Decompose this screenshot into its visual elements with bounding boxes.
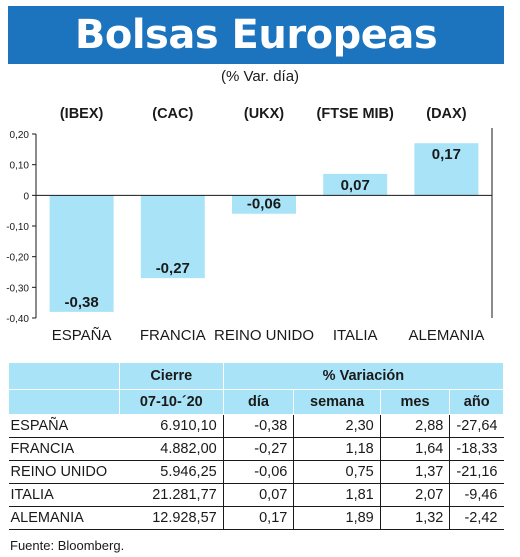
header-ano: año [449, 389, 504, 415]
title-banner: Bolsas Europeas [8, 6, 504, 64]
row-month: 1,37 [379, 460, 450, 484]
header-date: 07-10-´20 [118, 389, 224, 415]
index-table: Cierre % Variación 07-10-´20 día semana … [8, 362, 505, 530]
header-semana: semana [293, 389, 381, 415]
row-month: 2,88 [379, 414, 450, 438]
index-label: (DAX) [426, 106, 466, 122]
category-label: ESPAÑA [52, 327, 112, 344]
y-tick-label: 0 [23, 191, 29, 202]
bar-chart: 0,20 0,10 0 -0,10 -0,20 -0,30 -0,40 -0,38 (IBEX)… [6, 106, 493, 344]
bar [323, 173, 388, 196]
row-week: 1,89 [293, 506, 381, 530]
row-name: REINO UNIDO [8, 460, 120, 484]
row-month: 1,32 [379, 506, 450, 530]
y-tick-label: -0,40 [6, 314, 29, 325]
row-name: FRANCIA [8, 437, 120, 461]
row-week: 1,18 [293, 437, 381, 461]
row-year: -27,64 [449, 414, 504, 438]
row-close: 4.882,00 [119, 437, 224, 461]
header-cierre: Cierre [118, 362, 224, 390]
y-tick-label: -0,10 [6, 222, 29, 233]
header-blank-2 [8, 389, 120, 415]
bar-value-label: -0,06 [247, 196, 281, 213]
row-close: 5.946,25 [119, 460, 224, 484]
row-week: 0,75 [293, 460, 381, 484]
index-label: (CAC) [152, 106, 193, 122]
bar-value-label: -0,38 [64, 294, 98, 311]
row-year: -2,42 [449, 506, 504, 530]
row-day: 0,07 [222, 483, 294, 507]
header-dia: día [222, 389, 295, 415]
row-close: 6.910,10 [119, 414, 224, 438]
row-day: -0,06 [222, 460, 294, 484]
bar-value-label: 0,07 [341, 177, 370, 194]
y-tick-label: -0,20 [6, 253, 29, 264]
y-tick-label: 0,20 [10, 130, 30, 141]
bar-value-label: 0,17 [432, 146, 461, 163]
category-label: REINO UNIDO [214, 327, 314, 344]
row-week: 2,30 [293, 414, 381, 438]
row-day: -0,38 [222, 414, 294, 438]
row-week: 1,81 [293, 483, 381, 507]
row-month: 1,64 [379, 437, 450, 461]
index-label: (IBEX) [60, 106, 104, 122]
row-day: -0,27 [222, 437, 294, 461]
row-name: ESPAÑA [8, 414, 120, 438]
table-row: REINO UNIDO 5.946,25 -0,06 0,75 1,37 -21… [8, 460, 504, 484]
row-close: 21.281,77 [119, 483, 224, 507]
row-year: -21,16 [449, 460, 504, 484]
header-variacion: % Variación [222, 362, 505, 390]
y-tick-label: 0,10 [10, 161, 30, 172]
row-year: -9,46 [449, 483, 504, 507]
index-label: (UKX) [244, 106, 284, 122]
row-name: ALEMANIA [8, 506, 120, 530]
bar [49, 195, 114, 312]
bar-value-label: -0,27 [156, 260, 190, 277]
chart-title: Bolsas Europeas [74, 12, 438, 58]
chart-subtitle: (% Var. día) [220, 68, 300, 85]
table-row: FRANCIA 4.882,00 -0,27 1,18 1,64 -18,33 [8, 437, 504, 461]
bar [140, 195, 205, 279]
index-label: (FTSE MIB) [317, 106, 394, 122]
category-label: ALEMANIA [408, 327, 484, 344]
row-year: -18,33 [449, 437, 504, 461]
table-row: ITALIA 21.281,77 0,07 1,81 2,07 -9,46 [8, 483, 504, 507]
header-mes: mes [379, 389, 451, 415]
bar [232, 195, 296, 214]
row-day: 0,17 [222, 506, 294, 530]
row-month: 2,07 [379, 483, 450, 507]
category-label: ITALIA [333, 327, 378, 344]
bar [414, 143, 479, 196]
source-note: Fuente: Bloomberg. [10, 538, 125, 553]
table-row: ALEMANIA 12.928,57 0,17 1,89 1,32 -2,42 [8, 506, 504, 530]
header-blank [8, 362, 120, 390]
row-close: 12.928,57 [119, 506, 224, 530]
table-row: ESPAÑA 6.910,10 -0,38 2,30 2,88 -27,64 [8, 414, 504, 438]
category-label: FRANCIA [140, 327, 206, 344]
y-tick-label: -0,30 [6, 283, 29, 294]
row-name: ITALIA [8, 483, 120, 507]
